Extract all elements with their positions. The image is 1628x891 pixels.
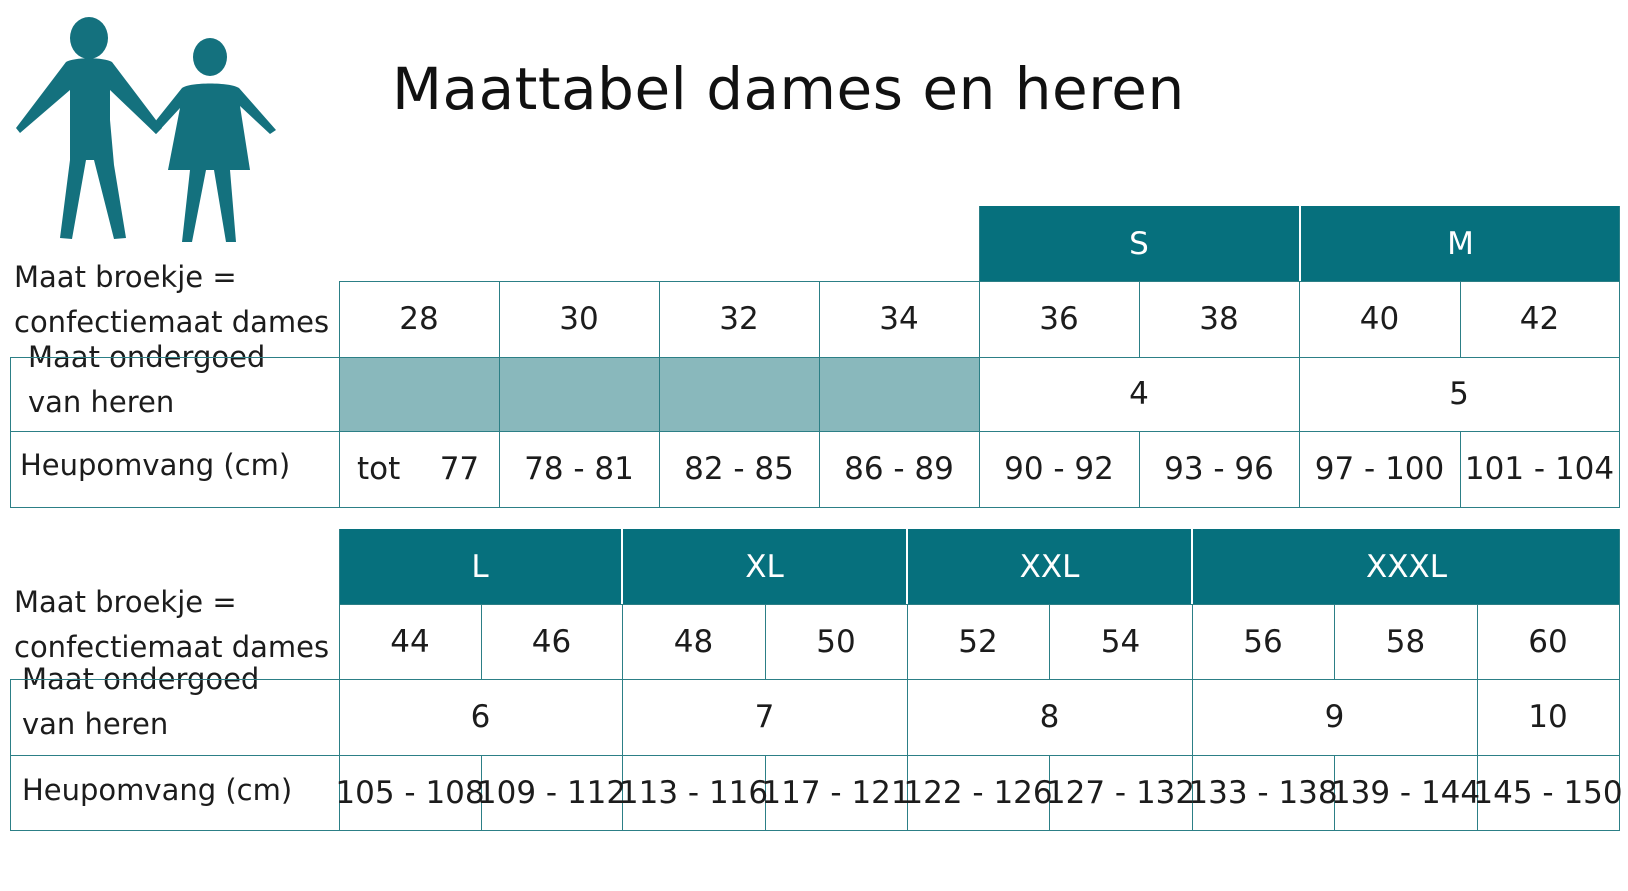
hip-cell: 122 - 126 (903, 774, 1053, 811)
grid-line (339, 604, 1620, 605)
size-cell: 30 (559, 301, 599, 337)
grid-line (499, 281, 500, 507)
grid-line (907, 604, 908, 830)
grid-line (1477, 604, 1478, 830)
size-cell: 60 (1528, 623, 1568, 660)
hip-cell: 82 - 85 (684, 451, 794, 487)
grid-line (339, 281, 340, 507)
underwear-cell: 5 (1449, 376, 1469, 412)
grid-line (481, 755, 482, 830)
row-label-hip: Heupomvang (cm) (20, 448, 291, 482)
size-cell: 34 (879, 301, 919, 337)
man-and-woman-holding-hands-icon (16, 17, 276, 242)
size-header-l: L (339, 529, 621, 604)
underwear-cell: 9 (1324, 699, 1345, 735)
size-header-xxxl: XXXL (1193, 529, 1620, 604)
grid-line (481, 604, 482, 679)
grid-line (765, 604, 766, 679)
underwear-cell: 7 (754, 699, 775, 735)
size-cell: 52 (958, 623, 998, 660)
grid-line (10, 507, 1620, 508)
hip-cell: 113 - 116 (618, 774, 769, 811)
grid-line (339, 529, 340, 830)
grid-line (10, 679, 11, 830)
grid-line (1139, 281, 1140, 357)
underwear-cell: 10 (1528, 699, 1568, 735)
hip-cell: 145 - 150 (1473, 774, 1623, 811)
hip-cell: 117 - 121 (761, 774, 911, 811)
hip-cell: 86 - 89 (844, 451, 954, 487)
grid-line (819, 281, 820, 507)
grid-line (1299, 281, 1300, 507)
grid-line (10, 357, 1620, 358)
grid-line (10, 755, 1620, 756)
grid-line (1460, 281, 1461, 357)
size-cell: 32 (719, 301, 759, 337)
size-cell: 50 (816, 623, 856, 660)
size-cell: 40 (1359, 301, 1400, 337)
size-cell: 28 (399, 301, 439, 337)
size-cell: 36 (1039, 301, 1079, 337)
size-cell: 44 (390, 623, 430, 660)
hip-cell: 97 - 100 (1314, 451, 1445, 487)
grid-line (1619, 206, 1620, 507)
hip-cell: 101 - 104 (1464, 451, 1615, 487)
hip-cell: 109 - 112 (476, 774, 627, 811)
underwear-cell: 8 (1039, 699, 1060, 735)
hip-cell: 127 - 132 (1045, 774, 1196, 811)
grid-line (622, 604, 623, 830)
grid-line (1049, 604, 1050, 679)
grid-line (1460, 431, 1461, 507)
size-cell: 48 (673, 623, 714, 660)
size-cell: 58 (1385, 623, 1426, 660)
size-header-m: M (1301, 206, 1620, 281)
grid-line (1619, 529, 1620, 830)
row-label-size: Maat broekje = confectiemaat dames (14, 585, 330, 664)
size-cell: 56 (1243, 623, 1283, 660)
row-label-underwear: Maat ondergoed van heren (22, 662, 260, 741)
size-cell: 46 (531, 623, 572, 660)
underwear-cell: 4 (1129, 376, 1149, 412)
underwear-cell: 6 (470, 699, 491, 735)
grid-line (1334, 755, 1335, 830)
size-cell: 42 (1519, 301, 1560, 337)
hip-cell: 93 - 96 (1164, 451, 1274, 487)
hip-cell: 105 - 108 (335, 774, 485, 811)
hip-cell: 90 - 92 (1004, 451, 1114, 487)
size-cell: 38 (1199, 301, 1239, 337)
grid-line (10, 431, 1620, 432)
row-label-underwear: Maat ondergoed van heren (28, 340, 266, 419)
hip-cell: 78 - 81 (524, 451, 634, 487)
size-header-xl: XL (623, 529, 906, 604)
row-label-size: Maat broekje = confectiemaat dames (14, 260, 330, 339)
size-cell: 54 (1100, 623, 1141, 660)
grid-line (10, 830, 1620, 831)
grid-line (1049, 755, 1050, 830)
grid-line (765, 755, 766, 830)
hip-cell: tot 77 (357, 451, 480, 487)
grid-line (10, 357, 11, 507)
grid-line (659, 281, 660, 507)
hip-cell: 139 - 144 (1330, 774, 1481, 811)
row-label-hip: Heupomvang (cm) (22, 773, 293, 807)
size-header-xxl: XXL (908, 529, 1191, 604)
grid-line (1139, 431, 1140, 507)
grid-line (1334, 604, 1335, 679)
size-header-s: S (979, 206, 1299, 281)
header-divider (1299, 206, 1301, 281)
grid-line (10, 679, 1620, 680)
grid-line (979, 206, 980, 507)
grid-line (1192, 604, 1193, 830)
page-title: Maattabel dames en heren (392, 55, 1185, 123)
hip-cell: 133 - 138 (1188, 774, 1338, 811)
